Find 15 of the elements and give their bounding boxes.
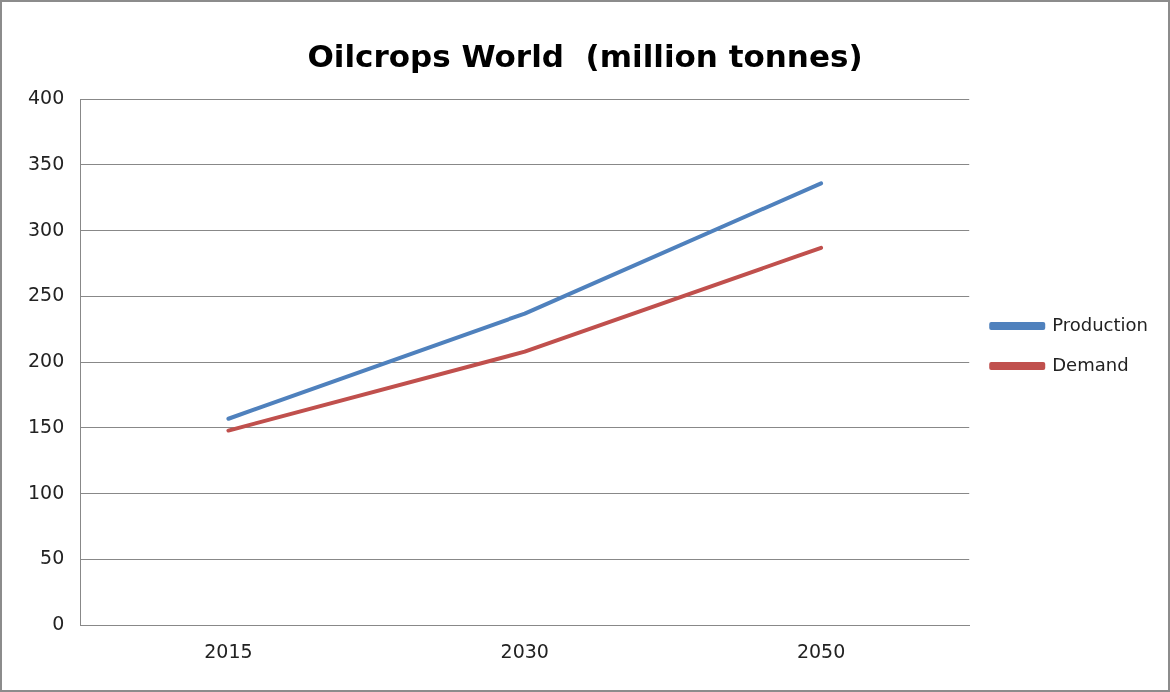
y-tick-label: 350 bbox=[28, 151, 65, 174]
legend-label: Demand bbox=[1052, 353, 1129, 375]
x-tick-label: 2030 bbox=[500, 639, 549, 662]
legend-label: Production bbox=[1052, 313, 1148, 335]
y-tick-label: 100 bbox=[28, 480, 65, 503]
y-tick-label: 50 bbox=[40, 546, 65, 569]
x-tick-label: 2015 bbox=[204, 639, 253, 662]
x-tick-label: 2050 bbox=[796, 639, 846, 662]
y-tick-label: 0 bbox=[52, 612, 65, 635]
y-tick-label: 250 bbox=[28, 283, 65, 306]
y-tick-label: 150 bbox=[28, 414, 65, 437]
y-tick-label: 400 bbox=[28, 86, 65, 109]
chart-title: Oilcrops World (million tonnes) bbox=[307, 37, 863, 74]
y-tick-label: 200 bbox=[28, 349, 65, 372]
y-tick-label: 300 bbox=[28, 217, 65, 240]
